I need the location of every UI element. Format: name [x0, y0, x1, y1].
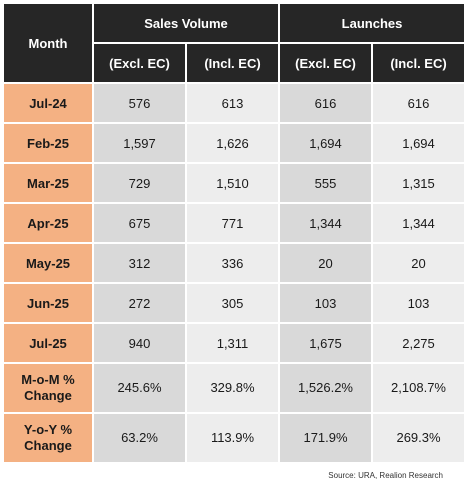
row-month-label: May-25	[4, 244, 94, 284]
table-row: Jun-25 272 305 103 103	[4, 284, 467, 324]
table-cell: 1,694	[280, 124, 374, 164]
month-column-header: Month	[4, 4, 94, 84]
table-cell: 675	[94, 204, 187, 244]
table-cell: 329.8%	[187, 364, 281, 414]
table-cell: 613	[187, 84, 281, 124]
sub-header-launches-incl-ec: (Incl. EC)	[373, 44, 467, 84]
table-row: May-25 312 336 20 20	[4, 244, 467, 284]
table-cell: 1,344	[280, 204, 374, 244]
table-row-mom-change: M-o-M % Change 245.6% 329.8% 1,526.2% 2,…	[4, 364, 467, 414]
table-cell: 1,510	[187, 164, 281, 204]
sales-launches-table: Month Sales Volume Launches (Excl. EC) (…	[4, 4, 467, 464]
table-cell: 245.6%	[94, 364, 187, 414]
table-cell: 336	[187, 244, 281, 284]
table-cell: 771	[187, 204, 281, 244]
table-row: Mar-25 729 1,510 555 1,315	[4, 164, 467, 204]
sub-header-sales-excl-ec: (Excl. EC)	[94, 44, 187, 84]
row-change-label: M-o-M % Change	[4, 364, 94, 414]
table-cell: 63.2%	[94, 414, 187, 464]
row-month-label: Jul-25	[4, 324, 94, 364]
table-cell: 1,694	[373, 124, 467, 164]
table-cell: 1,311	[187, 324, 281, 364]
sub-header-launches-excl-ec: (Excl. EC)	[280, 44, 374, 84]
table-cell: 272	[94, 284, 187, 324]
table-cell: 555	[280, 164, 374, 204]
table-cell: 1,526.2%	[280, 364, 374, 414]
table-row: Apr-25 675 771 1,344 1,344	[4, 204, 467, 244]
table-cell: 1,626	[187, 124, 281, 164]
table-cell: 1,344	[373, 204, 467, 244]
change-label-line2: Change	[24, 438, 72, 453]
row-month-label: Jun-25	[4, 284, 94, 324]
row-month-label: Apr-25	[4, 204, 94, 244]
table-cell: 2,275	[373, 324, 467, 364]
table-cell: 940	[94, 324, 187, 364]
row-month-label: Mar-25	[4, 164, 94, 204]
sub-header-sales-incl-ec: (Incl. EC)	[187, 44, 281, 84]
table-cell: 729	[94, 164, 187, 204]
change-label-line1: M-o-M %	[21, 372, 75, 387]
change-label-line1: Y-o-Y %	[23, 422, 73, 437]
source-note: Source: URA, Realion Research	[328, 471, 443, 480]
table-cell: 1,597	[94, 124, 187, 164]
row-change-label: Y-o-Y % Change	[4, 414, 94, 464]
launches-group-header: Launches	[280, 4, 467, 44]
table-cell: 1,675	[280, 324, 374, 364]
table-cell: 113.9%	[187, 414, 281, 464]
table-cell: 20	[373, 244, 467, 284]
table-cell: 171.9%	[280, 414, 374, 464]
table-cell: 312	[94, 244, 187, 284]
table-row: Jul-24 576 613 616 616	[4, 84, 467, 124]
table-row: Jul-25 940 1,311 1,675 2,275	[4, 324, 467, 364]
table-cell: 1,315	[373, 164, 467, 204]
table-row: Feb-25 1,597 1,626 1,694 1,694	[4, 124, 467, 164]
table-cell: 269.3%	[373, 414, 467, 464]
table-cell: 20	[280, 244, 374, 284]
table-cell: 305	[187, 284, 281, 324]
row-month-label: Feb-25	[4, 124, 94, 164]
table-cell: 616	[373, 84, 467, 124]
table-cell: 103	[373, 284, 467, 324]
row-month-label: Jul-24	[4, 84, 94, 124]
table-cell: 103	[280, 284, 374, 324]
sales-volume-group-header: Sales Volume	[94, 4, 281, 44]
table-cell: 576	[94, 84, 187, 124]
change-label-line2: Change	[24, 388, 72, 403]
table-cell: 2,108.7%	[373, 364, 467, 414]
table-row-yoy-change: Y-o-Y % Change 63.2% 113.9% 171.9% 269.3…	[4, 414, 467, 464]
table-cell: 616	[280, 84, 374, 124]
